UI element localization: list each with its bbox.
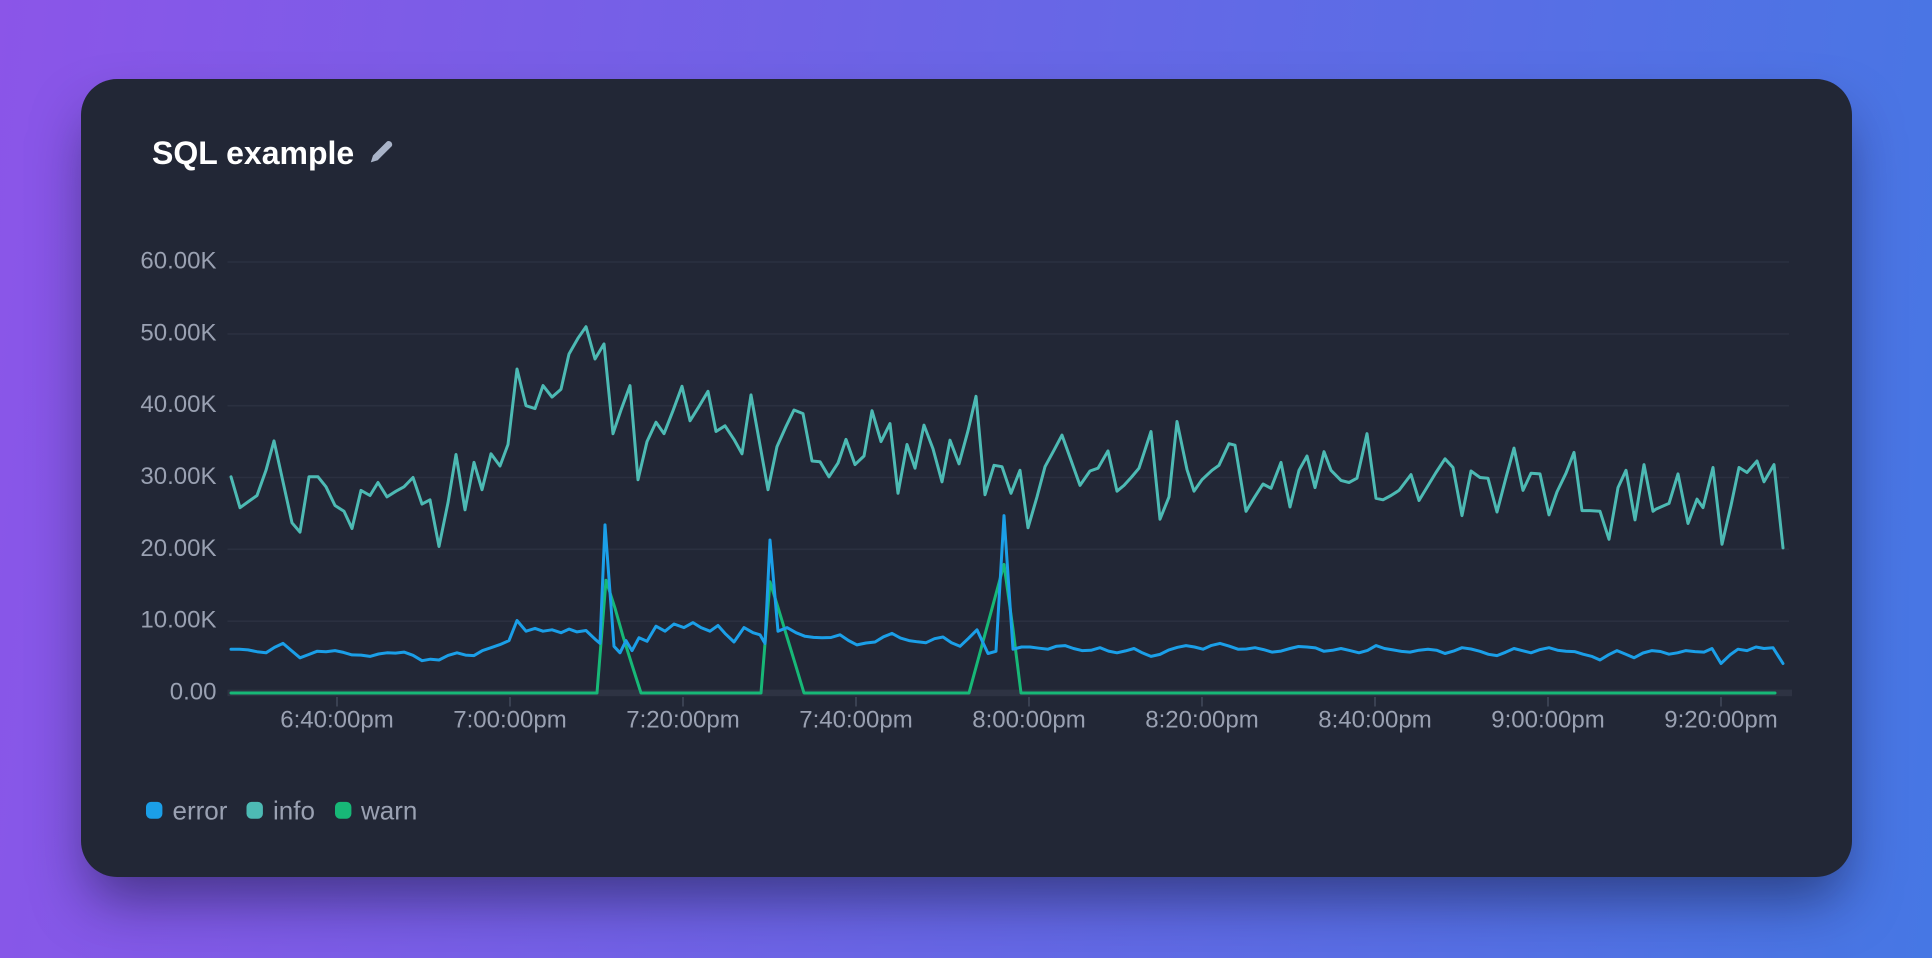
svg-text:info: info [273, 795, 315, 825]
svg-text:30.00K: 30.00K [140, 463, 216, 490]
svg-text:9:20:00pm: 9:20:00pm [1664, 707, 1777, 734]
svg-text:10.00K: 10.00K [140, 607, 216, 634]
svg-text:7:20:00pm: 7:20:00pm [626, 707, 739, 734]
svg-text:warn: warn [360, 795, 417, 825]
svg-text:7:00:00pm: 7:00:00pm [453, 707, 566, 734]
svg-text:SQL example: SQL example [152, 135, 354, 171]
svg-text:9:00:00pm: 9:00:00pm [1491, 707, 1604, 734]
svg-text:60.00K: 60.00K [140, 248, 216, 275]
svg-text:8:00:00pm: 8:00:00pm [972, 707, 1085, 734]
svg-text:7:40:00pm: 7:40:00pm [799, 707, 912, 734]
svg-text:40.00K: 40.00K [140, 391, 216, 418]
svg-text:error: error [173, 795, 228, 825]
svg-text:0.00: 0.00 [170, 679, 217, 706]
svg-text:50.00K: 50.00K [140, 319, 216, 346]
svg-text:6:40:00pm: 6:40:00pm [280, 707, 393, 734]
svg-text:20.00K: 20.00K [140, 535, 216, 562]
svg-text:8:40:00pm: 8:40:00pm [1318, 707, 1431, 734]
svg-text:8:20:00pm: 8:20:00pm [1145, 707, 1258, 734]
